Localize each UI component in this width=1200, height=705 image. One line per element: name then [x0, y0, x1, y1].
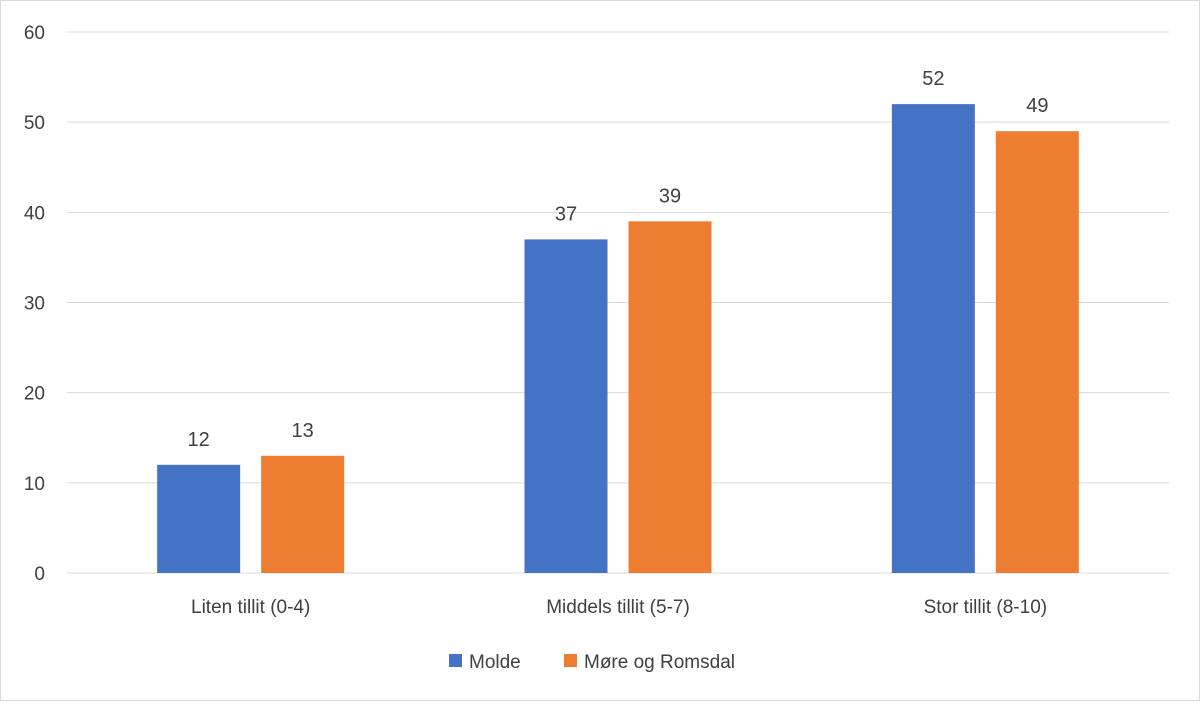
x-category-label: Liten tillit (0-4) [191, 597, 310, 618]
bar-molde [157, 464, 241, 573]
legend-label: Molde [469, 652, 521, 673]
y-tick-label: 10 [24, 474, 45, 495]
bars [157, 104, 1079, 573]
y-tick-label: 50 [24, 113, 45, 134]
y-tick-label: 0 [34, 564, 45, 585]
y-tick-label: 40 [24, 203, 45, 224]
data-label: 39 [659, 185, 681, 207]
y-tick-label: 60 [24, 23, 45, 44]
legend-swatch [449, 654, 462, 667]
bar-molde [524, 239, 608, 573]
x-category-label: Stor tillit (8-10) [924, 597, 1048, 618]
data-label: 49 [1026, 95, 1048, 117]
data-label: 37 [555, 203, 577, 225]
gridlines [67, 31, 1169, 574]
bar-more-og-romsdal [995, 131, 1079, 573]
y-tick-label: 20 [24, 384, 45, 405]
x-category-label: Middels tillit (5-7) [546, 597, 690, 618]
data-label: 52 [922, 68, 944, 90]
data-labels: 12 13 37 39 52 49 [188, 68, 1049, 451]
y-axis-ticks: 0 10 20 30 40 50 60 [24, 23, 45, 585]
bar-molde [891, 104, 975, 573]
bar-more-og-romsdal [628, 221, 712, 573]
legend: Molde Møre og Romsdal [449, 652, 735, 673]
legend-swatch [564, 654, 577, 667]
data-label: 12 [188, 429, 210, 451]
y-tick-label: 30 [24, 294, 45, 315]
data-label: 13 [292, 420, 314, 442]
bar-more-og-romsdal [261, 455, 345, 573]
x-axis-categories: Liten tillit (0-4) Middels tillit (5-7) St… [191, 597, 1047, 618]
legend-label: Møre og Romsdal [584, 652, 735, 673]
